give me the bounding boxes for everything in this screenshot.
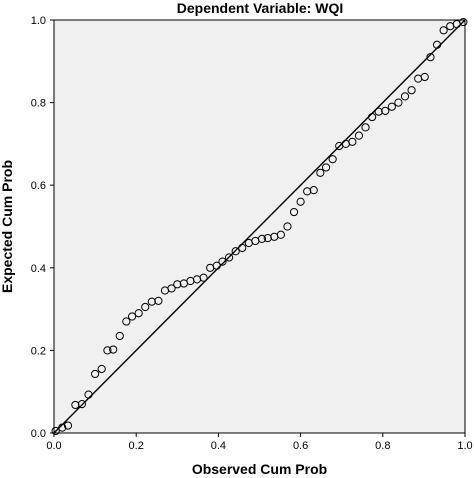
x-tick-label: 0.8 <box>375 440 390 452</box>
data-point <box>91 369 100 379</box>
data-point <box>127 312 137 321</box>
data-point <box>134 309 143 318</box>
data-point <box>432 40 442 49</box>
data-point <box>309 186 318 195</box>
data-point <box>276 230 285 239</box>
data-point <box>103 346 112 355</box>
data-point <box>328 155 337 164</box>
x-tick-label: 0.0 <box>46 440 61 452</box>
data-point <box>63 421 73 430</box>
reference-diagonal-line <box>53 19 466 434</box>
data-point <box>368 112 377 122</box>
data-point <box>58 423 67 432</box>
data-point <box>283 222 292 231</box>
data-points <box>51 17 468 436</box>
data-point <box>218 257 227 266</box>
data-point <box>439 26 448 35</box>
data-point <box>167 284 176 293</box>
data-point <box>394 98 403 107</box>
data-point <box>420 72 429 82</box>
data-point <box>77 399 87 409</box>
data-point <box>212 261 221 270</box>
data-point <box>173 280 182 289</box>
data-point <box>400 92 410 101</box>
x-tick-label: 0.4 <box>211 440 226 452</box>
data-point <box>97 364 106 374</box>
y-tick-label: 0.0 <box>31 428 46 440</box>
data-point <box>154 296 163 305</box>
data-point <box>321 163 331 172</box>
data-point <box>71 400 80 410</box>
y-tick-label: 0.2 <box>31 345 46 357</box>
x-tick-label: 0.2 <box>129 440 144 452</box>
data-point <box>109 345 118 354</box>
y-axis-label: Expected Cum Prob <box>0 160 15 293</box>
data-point <box>257 234 267 243</box>
data-point <box>316 168 325 177</box>
data-point <box>84 390 93 399</box>
axis-ticks: 0.0 0.2 0.4 0.6 0.8 1.0 0.0 0.2 0.4 0.6 0.8 1.0 <box>31 15 473 452</box>
data-point <box>387 102 396 111</box>
data-point <box>374 107 383 116</box>
data-point <box>354 131 364 140</box>
x-axis-label: Observed Cum Prob <box>192 461 327 477</box>
data-point <box>426 53 435 62</box>
data-point <box>238 243 247 253</box>
data-point <box>296 197 305 206</box>
data-point <box>348 137 357 146</box>
x-tick-label: 1.0 <box>457 440 472 452</box>
y-tick-label: 0.4 <box>31 263 46 275</box>
x-tick-label: 0.6 <box>293 440 308 452</box>
data-point <box>407 86 416 95</box>
data-point <box>381 106 390 115</box>
y-tick-label: 0.6 <box>31 180 46 192</box>
data-point <box>199 273 208 282</box>
data-point <box>361 123 370 132</box>
data-point <box>141 302 150 312</box>
y-tick-label: 0.8 <box>31 98 46 110</box>
data-point <box>122 317 131 326</box>
data-point <box>115 331 124 341</box>
data-point <box>51 426 60 436</box>
chart-title: Dependent Variable: WQI <box>177 0 343 16</box>
data-point <box>147 297 156 306</box>
data-point <box>231 247 240 256</box>
data-point <box>224 253 234 262</box>
data-point <box>459 17 468 27</box>
data-point <box>289 207 299 217</box>
y-tick-label: 1.0 <box>31 15 46 27</box>
